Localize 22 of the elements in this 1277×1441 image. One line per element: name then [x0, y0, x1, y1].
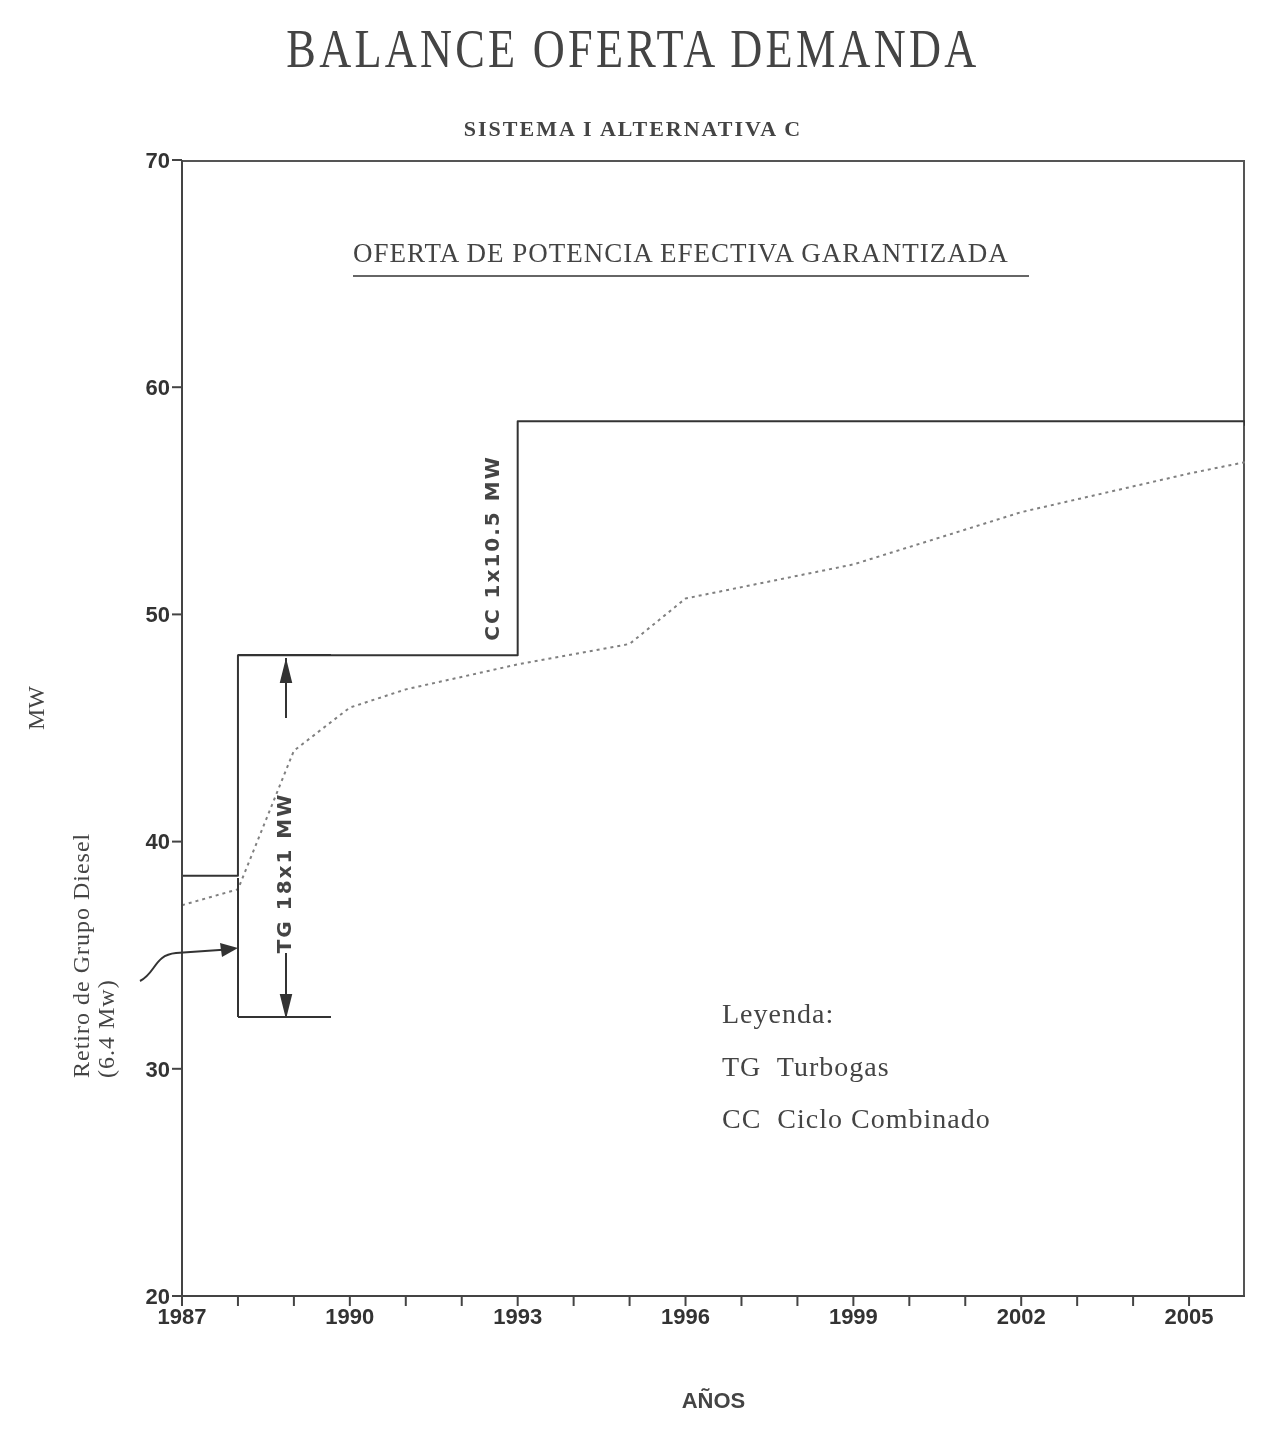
- y-tick-label: 70: [145, 147, 170, 173]
- y-axis-title: MW: [22, 686, 50, 730]
- x-tick-label: 2002: [996, 1303, 1046, 1329]
- annotation: OFERTA DE POTENCIA EFECTIVA GARANTIZADA: [353, 238, 1029, 277]
- chart-title: BALANCE OFERTA DEMANDA: [285, 18, 981, 80]
- x-tick-label: 1993: [493, 1303, 543, 1329]
- y-tick-label: 30: [145, 1056, 170, 1082]
- y-tick-label: 40: [145, 829, 170, 855]
- x-tick-label: 1990: [325, 1303, 375, 1329]
- annotation: CC 1x10.5 MW: [479, 455, 504, 641]
- annotation: CC Ciclo Combinado: [722, 1103, 991, 1135]
- annotation: Leyenda:: [722, 998, 835, 1030]
- x-tick-label: 1996: [661, 1303, 710, 1329]
- text: Retiro de Grupo Diesel (6.4 Mw): [67, 831, 120, 1078]
- annotation: TG 18x1 MW: [271, 792, 296, 954]
- x-tick-label: 1999: [828, 1303, 878, 1329]
- x-axis-title: AÑOS: [680, 1388, 747, 1414]
- chart-subtitle: SISTEMA I ALTERNATIVA C: [462, 116, 804, 142]
- x-tick-label: 2005: [1164, 1303, 1214, 1329]
- y-tick-label: 60: [145, 375, 170, 401]
- annotation: TG Turbogas: [722, 1051, 890, 1083]
- y-tick-label: 50: [145, 602, 170, 628]
